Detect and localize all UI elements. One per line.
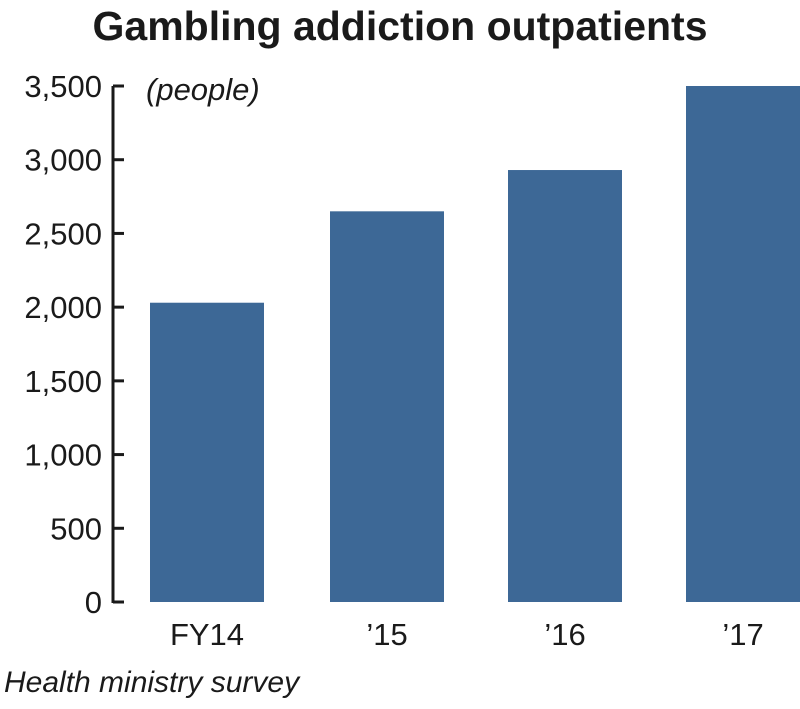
y-tick-label: 0 — [85, 585, 102, 620]
y-tick-label: 1,000 — [24, 438, 102, 473]
x-tick-label: ’15 — [366, 617, 407, 652]
source-note: Health ministry survey — [4, 666, 301, 699]
y-tick-label: 500 — [50, 511, 102, 546]
y-tick-label: 2,500 — [24, 216, 102, 251]
bar-2 — [508, 170, 622, 602]
x-tick-label: FY14 — [170, 617, 244, 652]
x-tick-label: ’17 — [722, 617, 763, 652]
bar-1 — [330, 211, 444, 603]
y-tick-label: 3,500 — [24, 69, 102, 104]
bar-0 — [150, 302, 264, 602]
bar-3 — [686, 86, 800, 602]
y-tick-label: 1,500 — [24, 364, 102, 399]
chart-title: Gambling addiction outpatients — [93, 3, 708, 49]
y-tick-label: 2,000 — [24, 290, 102, 325]
y-tick-label: 3,000 — [24, 143, 102, 178]
x-tick-label: ’16 — [544, 617, 585, 652]
y-axis-unit: (people) — [146, 72, 260, 107]
